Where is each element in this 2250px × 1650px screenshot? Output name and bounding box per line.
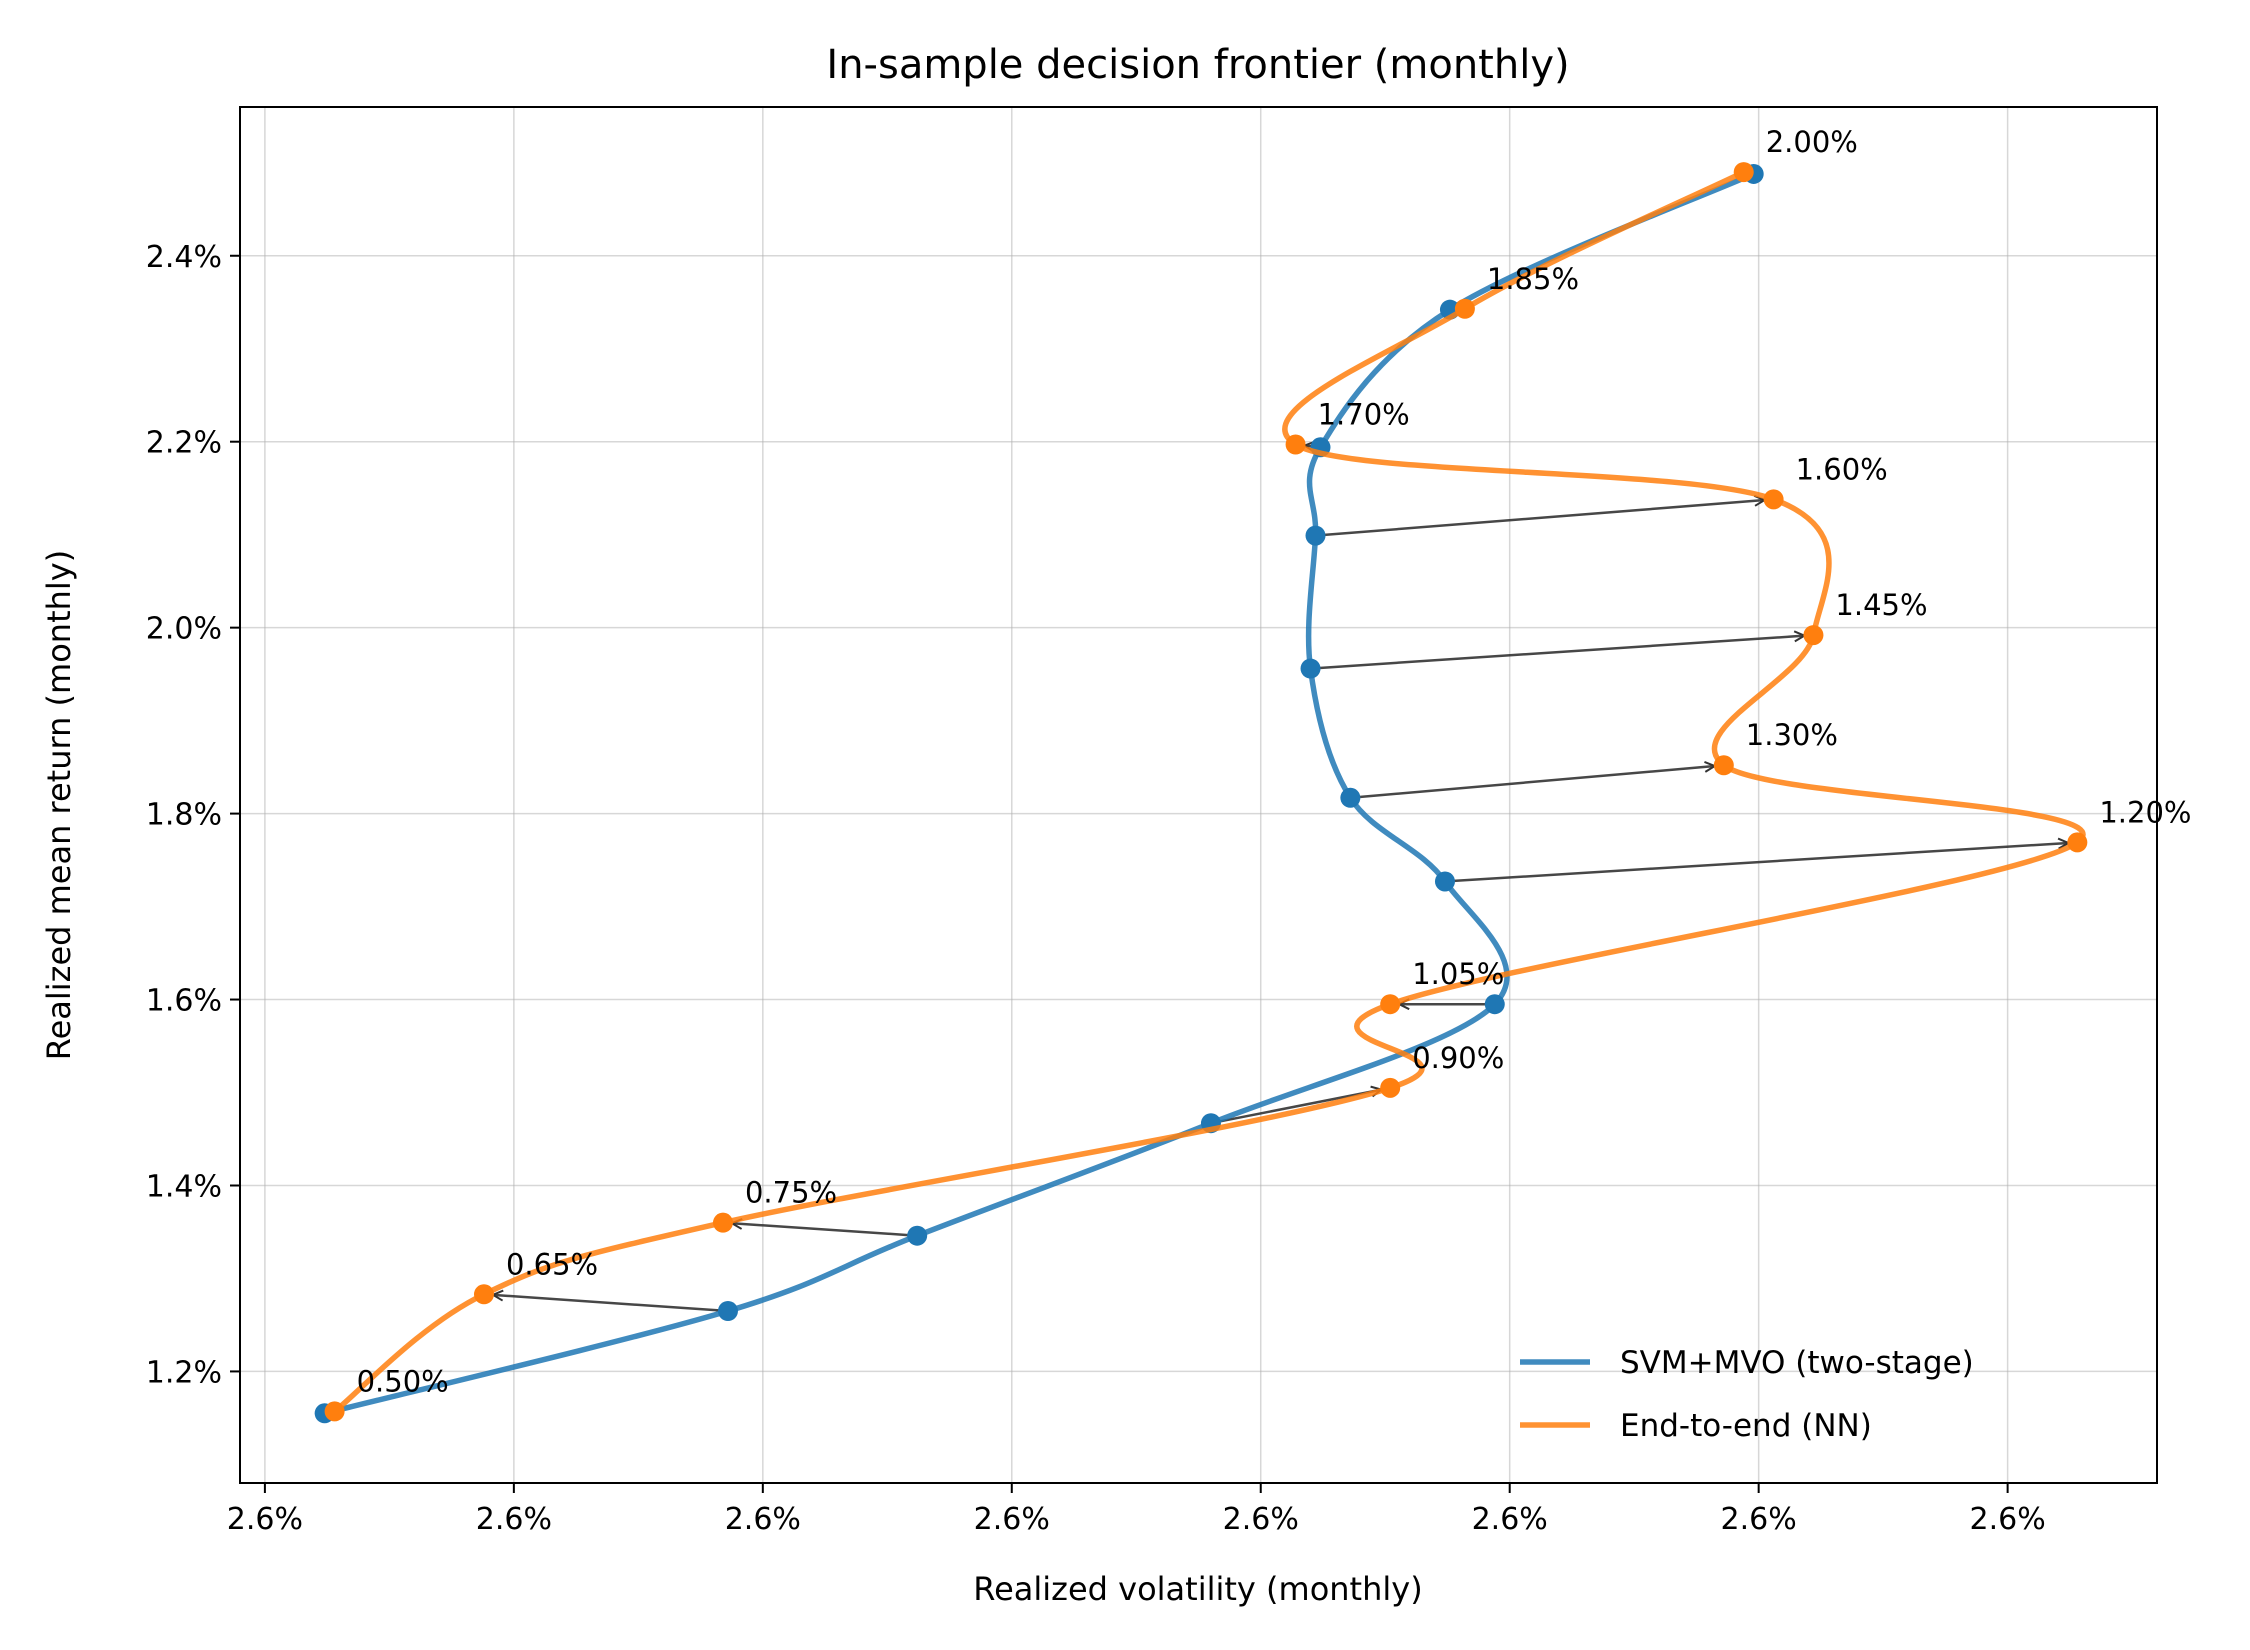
y-tick-label: 1.4% — [146, 1169, 222, 1204]
series-point-2 — [1733, 162, 1754, 183]
shift-arrow — [1305, 445, 1312, 446]
series-point-1 — [907, 1225, 928, 1246]
grid-lines — [240, 107, 2157, 1483]
target-label: 0.75% — [745, 1176, 837, 1210]
series-point-2 — [473, 1284, 494, 1305]
y-tick-label: 2.2% — [146, 426, 222, 461]
target-label: 1.30% — [1746, 718, 1838, 752]
x-tick-label: 2.6% — [974, 1502, 1050, 1537]
series-point-2 — [1285, 434, 1306, 455]
series-point-1 — [1340, 787, 1361, 808]
target-label: 1.45% — [1835, 588, 1927, 622]
series-point-2 — [1380, 994, 1401, 1015]
axis-ticks: 2.6% 2.6% 2.6% 2.6% 2.6% 2.6% 2.6% 2.6% 1.2% 1.4%… — [146, 240, 2046, 1537]
target-label: 1.60% — [1796, 452, 1888, 486]
series-point-1 — [717, 1301, 738, 1321]
y-tick-label: 1.8% — [146, 798, 222, 833]
target-label: 1.85% — [1487, 262, 1579, 296]
x-tick-label: 2.6% — [1223, 1502, 1299, 1537]
legend-label-2: End-to-end (NN) — [1620, 1408, 1872, 1444]
shift-arrow — [1359, 766, 1715, 799]
shift-arrow — [493, 1295, 720, 1312]
target-label: 0.50% — [357, 1364, 449, 1398]
series-point-1 — [1484, 994, 1505, 1015]
y-tick-label: 2.4% — [146, 240, 222, 275]
target-label: 0.65% — [506, 1247, 598, 1281]
shift-arrow — [732, 1223, 909, 1237]
legend: SVM+MVO (two-stage) End-to-end (NN) — [1520, 1345, 1974, 1444]
target-label: 1.20% — [2099, 795, 2191, 829]
target-label: 1.05% — [1412, 957, 1504, 991]
series-point-2 — [1803, 625, 1824, 646]
plot-frame — [239, 106, 2158, 1484]
series-point-1 — [1300, 658, 1321, 679]
series-point-2 — [1713, 755, 1734, 776]
y-tick-label: 1.6% — [146, 984, 222, 1019]
shift-arrow — [1453, 843, 2068, 883]
x-tick-label: 2.6% — [227, 1502, 303, 1537]
shift-arrow — [1319, 636, 1805, 670]
target-label: 1.70% — [1318, 397, 1410, 431]
y-axis-label: Realized mean return (monthly) — [40, 550, 78, 1060]
series-point-1 — [1434, 871, 1455, 892]
series-point-2 — [1763, 489, 1784, 510]
x-tick-label: 2.6% — [725, 1502, 801, 1537]
y-tick-label: 2.0% — [146, 612, 222, 647]
target-label: 2.00% — [1766, 125, 1858, 159]
shift-arrow — [1324, 500, 1764, 537]
series-point-1 — [1305, 525, 1326, 546]
x-axis-label: Realized volatility (monthly) — [973, 1570, 1422, 1608]
series-point-2 — [1454, 298, 1475, 319]
series-point-2 — [324, 1401, 345, 1422]
y-tick-label: 1.2% — [146, 1355, 222, 1390]
chart-title: In-sample decision frontier (monthly) — [826, 42, 1569, 88]
x-tick-label: 2.6% — [1721, 1502, 1797, 1537]
series-point-2 — [712, 1212, 733, 1233]
shift-arrow — [1219, 1090, 1382, 1123]
series-point-2 — [1380, 1077, 1401, 1098]
x-tick-label: 2.6% — [1472, 1502, 1548, 1537]
x-tick-label: 2.6% — [476, 1502, 552, 1537]
x-tick-label: 2.6% — [1970, 1502, 2046, 1537]
plot-content: 0.50% 0.65% 0.75% 0.90% 1.05% 1.20% 1.30% 1.45%… — [314, 125, 2191, 1424]
legend-label-1: SVM+MVO (two-stage) — [1620, 1345, 1974, 1381]
series-point-2 — [2067, 832, 2088, 853]
target-label: 0.90% — [1412, 1041, 1504, 1075]
